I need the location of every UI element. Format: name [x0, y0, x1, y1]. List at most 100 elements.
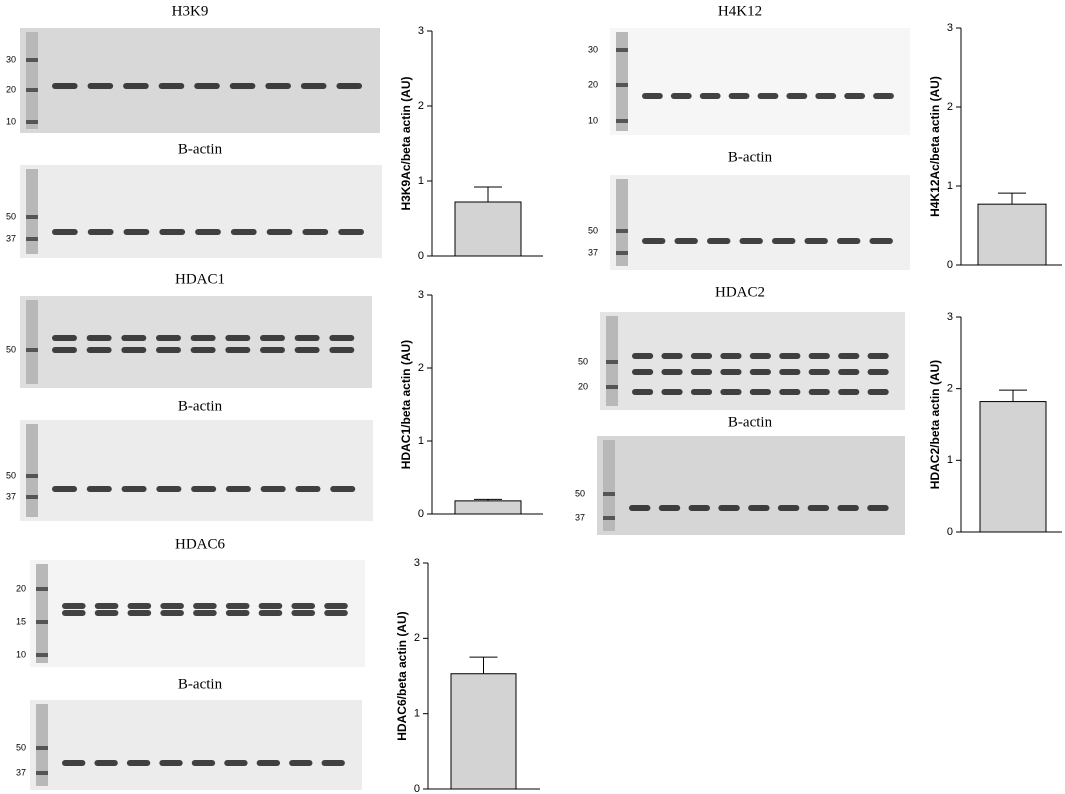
- blot-title: HDAC1: [175, 271, 225, 287]
- blot-title: HDAC2: [715, 284, 765, 300]
- band: [225, 486, 251, 492]
- marker-band: [26, 474, 38, 478]
- band: [225, 610, 250, 616]
- marker-label: 50: [575, 488, 585, 498]
- band: [748, 505, 770, 511]
- marker-label: 20: [16, 583, 26, 593]
- band: [642, 93, 663, 99]
- marker-label: 15: [16, 616, 26, 626]
- ladder: [36, 564, 48, 663]
- marker-band: [616, 48, 628, 52]
- band: [869, 238, 893, 244]
- band: [338, 229, 364, 235]
- band: [329, 347, 355, 353]
- y-tick-label: 0: [947, 526, 953, 538]
- band: [867, 505, 889, 511]
- blot-title: B-actin: [728, 149, 773, 165]
- marker-label: 37: [588, 247, 598, 257]
- band: [294, 347, 320, 353]
- band: [87, 83, 114, 89]
- marker-band: [616, 229, 628, 233]
- band: [121, 335, 147, 341]
- marker-band: [36, 653, 48, 657]
- ladder: [26, 300, 38, 384]
- y-tick-label: 1: [418, 435, 424, 447]
- marker-band: [616, 119, 628, 123]
- blot-title: B-actin: [728, 414, 773, 430]
- band: [720, 369, 742, 375]
- ladder: [616, 32, 628, 131]
- marker-band: [606, 385, 618, 389]
- band: [159, 229, 186, 235]
- y-tick-label: 2: [418, 100, 424, 112]
- marker-band: [616, 83, 628, 87]
- band: [661, 369, 683, 375]
- y-tick-label: 1: [947, 454, 953, 466]
- band: [873, 93, 894, 99]
- band: [336, 83, 363, 89]
- band: [62, 603, 86, 609]
- blot-image: [610, 28, 910, 135]
- band: [867, 389, 889, 395]
- band: [690, 389, 713, 395]
- band: [86, 335, 112, 341]
- blot-title: H3K9: [172, 3, 209, 19]
- marker-band: [36, 771, 48, 775]
- blot-title: H4K12: [718, 3, 762, 19]
- band: [225, 347, 251, 353]
- marker-label: 20: [6, 84, 16, 94]
- band: [739, 238, 763, 244]
- band: [629, 505, 651, 511]
- marker-band: [603, 492, 615, 496]
- marker-band: [603, 516, 615, 520]
- y-tick-label: 2: [947, 383, 953, 395]
- band: [674, 238, 698, 244]
- y-axis-label: HDAC2/beta actin (AU): [928, 360, 942, 489]
- bar: [979, 401, 1047, 533]
- band: [808, 389, 830, 395]
- marker-band: [26, 215, 38, 219]
- band: [230, 229, 257, 235]
- marker-band: [26, 237, 38, 241]
- band: [195, 229, 221, 235]
- band: [191, 760, 216, 766]
- band: [300, 83, 327, 89]
- marker-label: 37: [6, 233, 16, 243]
- band: [62, 760, 86, 766]
- band: [772, 238, 796, 244]
- band: [126, 760, 151, 766]
- marker-label: 10: [16, 649, 26, 659]
- blot-image: [597, 436, 905, 535]
- band: [321, 760, 345, 766]
- band: [190, 347, 216, 353]
- marker-label: 50: [6, 470, 16, 480]
- band: [688, 505, 710, 511]
- band: [749, 353, 771, 359]
- marker-band: [26, 88, 38, 92]
- band: [160, 603, 184, 609]
- band: [127, 603, 152, 609]
- blot-title: HDAC6: [175, 536, 226, 552]
- band: [62, 610, 86, 616]
- marker-band: [26, 58, 38, 62]
- blot-image: [20, 420, 373, 521]
- band: [844, 93, 866, 99]
- band: [661, 353, 683, 359]
- band: [699, 93, 721, 99]
- band: [225, 335, 251, 341]
- band: [158, 83, 185, 89]
- marker-band: [36, 746, 48, 750]
- band: [757, 93, 779, 99]
- blot-image: [30, 700, 362, 790]
- marker-label: 50: [6, 344, 16, 354]
- band: [86, 347, 112, 353]
- blot-image: [610, 175, 910, 270]
- band: [837, 505, 859, 511]
- blot-image: [20, 28, 380, 133]
- band: [260, 335, 285, 341]
- marker-label: 30: [6, 54, 16, 64]
- y-tick-label: 1: [414, 708, 420, 720]
- band: [156, 347, 181, 353]
- band: [777, 505, 800, 511]
